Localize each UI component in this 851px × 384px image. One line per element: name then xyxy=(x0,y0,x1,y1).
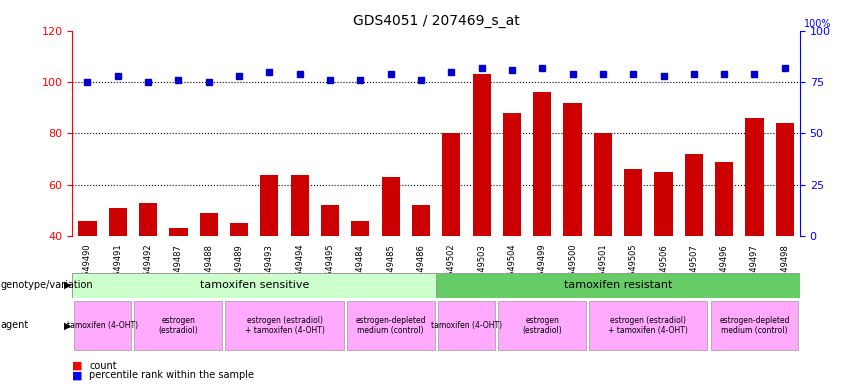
Bar xyxy=(230,223,248,236)
Bar xyxy=(200,213,218,236)
Bar xyxy=(139,203,157,236)
Bar xyxy=(72,273,436,298)
Bar xyxy=(503,113,521,236)
Text: tamoxifen sensitive: tamoxifen sensitive xyxy=(199,280,309,290)
Text: agent: agent xyxy=(1,320,29,331)
Bar xyxy=(290,174,309,236)
Bar xyxy=(715,162,734,236)
Text: tamoxifen resistant: tamoxifen resistant xyxy=(564,280,672,290)
Text: ■: ■ xyxy=(72,361,83,371)
Bar xyxy=(134,301,222,350)
Bar xyxy=(711,301,798,350)
Text: tamoxifen (4-OHT): tamoxifen (4-OHT) xyxy=(431,321,502,330)
Bar xyxy=(74,301,131,350)
Bar xyxy=(472,74,491,236)
Text: estrogen
(estradiol): estrogen (estradiol) xyxy=(158,316,198,335)
Text: tamoxifen (4-OHT): tamoxifen (4-OHT) xyxy=(67,321,138,330)
Bar xyxy=(346,301,435,350)
Bar xyxy=(594,133,612,236)
Bar xyxy=(685,154,703,236)
Bar xyxy=(436,273,800,298)
Bar xyxy=(226,301,344,350)
Bar xyxy=(321,205,339,236)
Bar xyxy=(109,208,127,236)
Text: ▶: ▶ xyxy=(64,320,71,331)
Bar xyxy=(775,123,794,236)
Text: ■: ■ xyxy=(72,370,83,380)
Bar xyxy=(78,221,96,236)
Text: percentile rank within the sample: percentile rank within the sample xyxy=(89,370,254,380)
Bar xyxy=(260,174,278,236)
Text: genotype/variation: genotype/variation xyxy=(1,280,94,290)
Bar xyxy=(381,177,400,236)
Text: estrogen-depleted
medium (control): estrogen-depleted medium (control) xyxy=(719,316,790,335)
Bar xyxy=(351,221,369,236)
Bar xyxy=(169,228,187,236)
Bar xyxy=(533,92,551,236)
Bar xyxy=(563,103,581,236)
Text: estrogen-depleted
medium (control): estrogen-depleted medium (control) xyxy=(356,316,426,335)
Bar xyxy=(443,133,460,236)
Bar xyxy=(806,103,824,236)
Title: GDS4051 / 207469_s_at: GDS4051 / 207469_s_at xyxy=(353,14,519,28)
Text: ▶: ▶ xyxy=(64,280,71,290)
Text: estrogen (estradiol)
+ tamoxifen (4-OHT): estrogen (estradiol) + tamoxifen (4-OHT) xyxy=(608,316,688,335)
Bar xyxy=(499,301,586,350)
Text: 100%: 100% xyxy=(804,19,831,29)
Bar xyxy=(412,205,430,236)
Bar xyxy=(624,169,643,236)
Bar xyxy=(745,118,763,236)
Bar xyxy=(589,301,707,350)
Bar xyxy=(437,301,495,350)
Bar xyxy=(654,172,672,236)
Text: estrogen
(estradiol): estrogen (estradiol) xyxy=(523,316,563,335)
Text: estrogen (estradiol)
+ tamoxifen (4-OHT): estrogen (estradiol) + tamoxifen (4-OHT) xyxy=(244,316,324,335)
Text: count: count xyxy=(89,361,117,371)
